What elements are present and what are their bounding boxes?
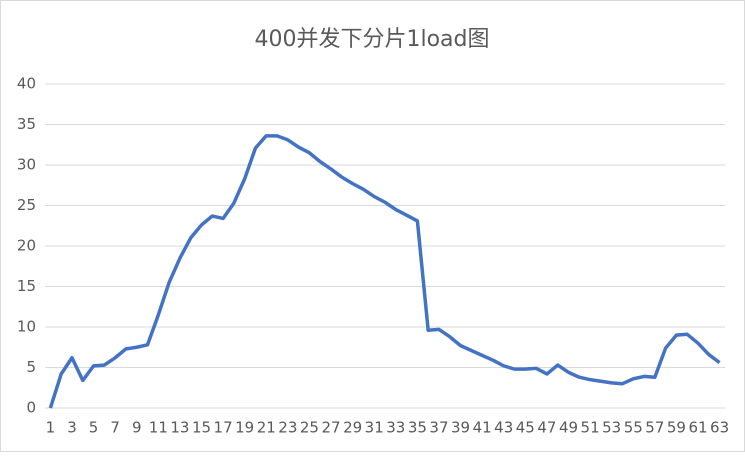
x-tick-label: 13 xyxy=(170,419,189,437)
x-tick-label: 57 xyxy=(645,419,664,437)
y-tick-label: 25 xyxy=(17,196,36,214)
x-tick-label: 35 xyxy=(408,419,427,437)
x-tick-label: 15 xyxy=(192,419,211,437)
x-tick-label: 63 xyxy=(710,419,729,437)
x-tick-label: 3 xyxy=(67,419,77,437)
y-tick-label: 35 xyxy=(17,115,36,133)
x-tick-label: 49 xyxy=(559,419,578,437)
x-tick-label: 59 xyxy=(667,419,686,437)
x-tick-label: 7 xyxy=(110,419,120,437)
x-tick-label: 11 xyxy=(149,419,168,437)
x-tick-label: 41 xyxy=(473,419,492,437)
x-tick-label: 33 xyxy=(386,419,405,437)
x-tick-label: 1 xyxy=(46,419,56,437)
data-line xyxy=(48,134,721,409)
x-tick-label: 27 xyxy=(321,419,340,437)
x-tick-label: 21 xyxy=(257,419,276,437)
x-tick-label: 19 xyxy=(235,419,254,437)
y-tick-label: 40 xyxy=(17,75,36,93)
x-tick-label: 53 xyxy=(602,419,621,437)
chart-title: 400并发下分片1load图 xyxy=(254,27,489,52)
y-tick-label: 30 xyxy=(17,156,36,174)
x-tick-label: 37 xyxy=(429,419,448,437)
y-tick-label: 5 xyxy=(26,358,36,376)
x-tick-label: 23 xyxy=(278,419,297,437)
y-tick-label: 15 xyxy=(17,277,36,295)
x-tick-label: 45 xyxy=(516,419,535,437)
y-tick-label: 10 xyxy=(17,318,36,336)
x-tick-label: 51 xyxy=(581,419,600,437)
y-tick-label: 20 xyxy=(17,237,36,255)
x-tick-label: 39 xyxy=(451,419,470,437)
x-tick-label: 31 xyxy=(365,419,384,437)
x-tick-label: 9 xyxy=(132,419,142,437)
y-tick-label: 0 xyxy=(26,399,36,417)
x-tick-label: 55 xyxy=(624,419,643,437)
x-tick-label: 43 xyxy=(494,419,513,437)
x-tick-label: 61 xyxy=(688,419,707,437)
x-tick-label: 29 xyxy=(343,419,362,437)
x-tick-label: 17 xyxy=(214,419,233,437)
x-tick-label: 47 xyxy=(537,419,556,437)
x-tick-label: 5 xyxy=(89,419,99,437)
x-tick-label: 25 xyxy=(300,419,319,437)
